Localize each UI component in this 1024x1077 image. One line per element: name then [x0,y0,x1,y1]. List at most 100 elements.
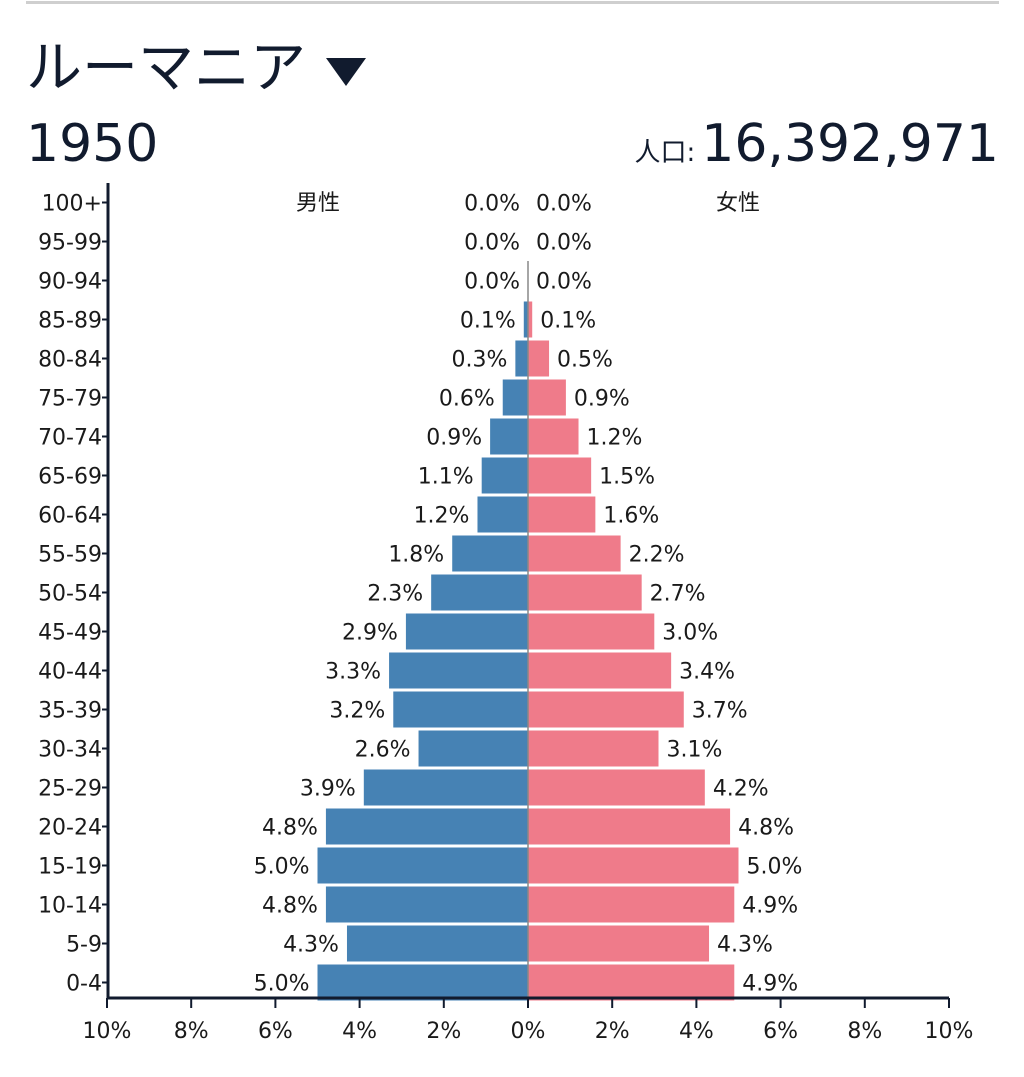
bar-female-65-69 [528,457,592,494]
x-tick-label: 4% [679,1019,714,1044]
data-label-male-70-74: 0.9% [426,426,482,451]
data-label-female-100+: 0.0% [536,192,592,217]
y-tick-label-70-74: 70-74 [38,426,102,451]
bar-male-60-64 [477,496,528,533]
x-tick-label: 0% [511,1019,546,1044]
y-tick-label-30-34: 30-34 [38,738,102,763]
bar-female-20-24 [528,808,731,845]
data-label-female-80-84: 0.5% [557,348,613,373]
data-label-male-30-34: 2.6% [355,738,411,763]
bar-female-15-19 [528,847,739,884]
triangle-down-icon[interactable] [326,58,366,86]
x-tick-label: 8% [174,1019,209,1044]
legend-male: 男性 [296,191,340,216]
data-label-female-10-14: 4.9% [742,894,798,919]
y-tick-label-65-69: 65-69 [38,465,102,490]
bar-female-30-34 [528,730,659,767]
bar-male-10-14 [325,886,528,923]
data-label-female-25-29: 4.2% [713,777,769,802]
bar-male-5-9 [346,925,528,962]
year-label: 1950 [26,114,159,174]
data-label-male-20-24: 4.8% [262,816,318,841]
data-label-female-20-24: 4.8% [738,816,794,841]
bar-female-25-29 [528,769,705,806]
x-tick-label: 10% [925,1019,974,1044]
y-tick-label-90-94: 90-94 [38,270,102,295]
bar-male-45-49 [405,613,528,650]
data-label-male-5-9: 4.3% [283,933,339,958]
bar-female-40-44 [528,652,672,689]
data-label-male-15-19: 5.0% [254,855,310,880]
x-tick-label: 6% [258,1019,293,1044]
data-label-female-50-54: 2.7% [650,582,706,607]
data-label-female-85-89: 0.1% [540,309,596,334]
y-tick-label-35-39: 35-39 [38,699,102,724]
data-label-male-50-54: 2.3% [367,582,423,607]
y-tick-label-10-14: 10-14 [38,894,102,919]
bar-female-85-89 [528,301,533,338]
data-label-female-15-19: 5.0% [747,855,803,880]
y-tick-label-15-19: 15-19 [38,855,102,880]
y-tick-label-20-24: 20-24 [38,816,102,841]
data-label-male-65-69: 1.1% [418,465,474,490]
data-labels-group: 0.0% 0.0% 0.0% 0.0% 0.0% 0.0% 0.1% 0.1% 0.3% 0.5%… [254,192,803,997]
y-tick-label-100+: 100+ [42,192,102,217]
data-label-female-35-39: 3.7% [692,699,748,724]
y-tick-label-75-79: 75-79 [38,387,102,412]
data-label-male-10-14: 4.8% [262,894,318,919]
bar-male-85-89 [523,301,528,338]
bar-female-75-79 [528,379,566,416]
bar-male-75-79 [502,379,528,416]
data-label-male-55-59: 1.8% [388,543,444,568]
y-tick-label-25-29: 25-29 [38,777,102,802]
data-label-male-85-89: 0.1% [460,309,516,334]
x-tick-label: 2% [426,1019,461,1044]
y-tick-label-60-64: 60-64 [38,504,102,529]
bars-group [317,301,739,1001]
x-tick-label: 2% [595,1019,630,1044]
x-tick-label: 10% [83,1019,132,1044]
population-value: 16,392,971 [701,114,999,174]
data-label-female-95-99: 0.0% [536,231,592,256]
bar-female-10-14 [528,886,735,923]
data-label-male-75-79: 0.6% [439,387,495,412]
y-tick-label-55-59: 55-59 [38,543,102,568]
data-label-female-5-9: 4.3% [717,933,773,958]
bar-male-15-19 [317,847,528,884]
bar-female-45-49 [528,613,655,650]
country-name: ルーマニア [26,36,306,101]
y-tick-label-50-54: 50-54 [38,582,102,607]
country-selector[interactable]: ルーマニア [26,34,366,104]
y-tick-label-0-4: 0-4 [66,972,102,997]
x-tick-label: 8% [847,1019,882,1044]
data-label-male-25-29: 3.9% [300,777,356,802]
bar-male-20-24 [325,808,528,845]
data-label-male-60-64: 1.2% [414,504,470,529]
bar-male-40-44 [389,652,528,689]
legend-female: 女性 [716,191,760,216]
bar-male-30-34 [418,730,528,767]
bar-female-50-54 [528,574,642,611]
y-tick-label-85-89: 85-89 [38,309,102,334]
data-label-male-90-94: 0.0% [464,270,520,295]
data-label-male-100+: 0.0% [464,192,520,217]
y-tick-label-45-49: 45-49 [38,621,102,646]
bar-female-0-4 [528,964,735,1001]
x-tick-label: 6% [763,1019,798,1044]
population-display: 人口: 16,392,971 [635,112,1000,176]
data-label-female-55-59: 2.2% [629,543,685,568]
y-tick-label-40-44: 40-44 [38,660,102,685]
y-tick-label-80-84: 80-84 [38,348,102,373]
axes-group: 100+ 95-99 90-94 85-89 80-84 75-79 70-74 65-69 6… [38,183,973,1044]
data-label-female-0-4: 4.9% [742,972,798,997]
bar-male-50-54 [431,574,528,611]
bar-male-65-69 [481,457,528,494]
bar-female-70-74 [528,418,579,455]
bar-female-55-59 [528,535,621,572]
bar-male-25-29 [363,769,528,806]
data-label-female-30-34: 3.1% [667,738,723,763]
bar-male-0-4 [317,964,528,1001]
data-label-female-45-49: 3.0% [662,621,718,646]
data-label-female-90-94: 0.0% [536,270,592,295]
